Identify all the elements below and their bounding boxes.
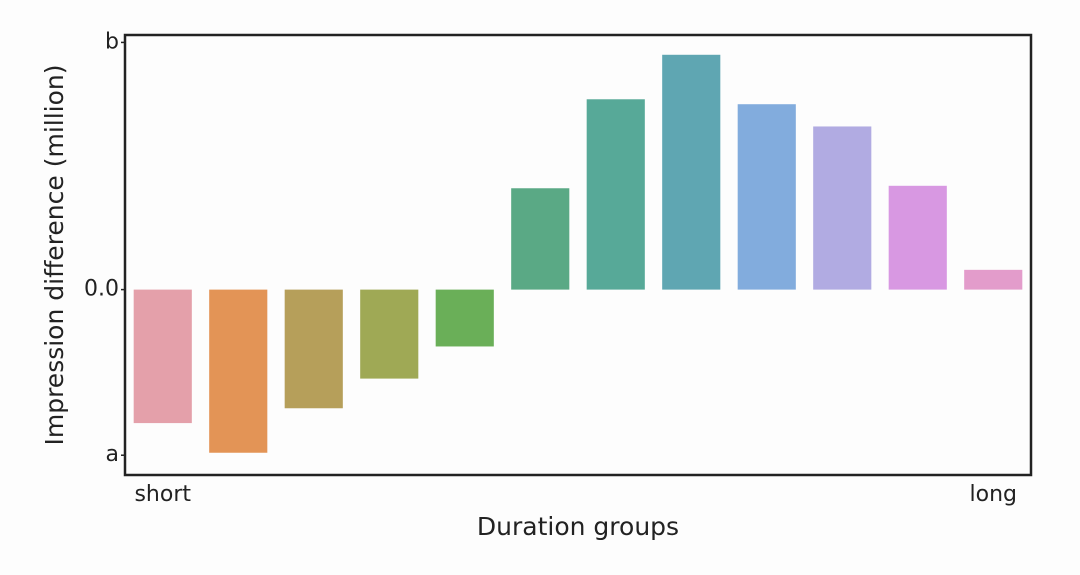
- bar: [888, 185, 947, 290]
- bar: [209, 289, 268, 453]
- y-tick-label: a: [106, 442, 119, 467]
- bar: [511, 188, 570, 290]
- x-tick-label: short: [134, 482, 191, 507]
- bar: [737, 104, 796, 290]
- bar: [586, 99, 645, 290]
- plot-frame: [123, 33, 1033, 477]
- bar: [435, 289, 494, 347]
- bar: [360, 289, 419, 379]
- bar: [133, 289, 192, 424]
- y-axis-label: Impression difference (million): [40, 64, 69, 445]
- bar: [964, 269, 1023, 290]
- bar: [662, 54, 721, 290]
- bar: [813, 126, 872, 290]
- x-tick-label: long: [970, 482, 1017, 507]
- x-axis-label: Duration groups: [477, 512, 679, 541]
- y-tick-label: 0.0: [84, 277, 119, 302]
- y-tick-label: b: [105, 29, 119, 54]
- bar: [284, 289, 343, 409]
